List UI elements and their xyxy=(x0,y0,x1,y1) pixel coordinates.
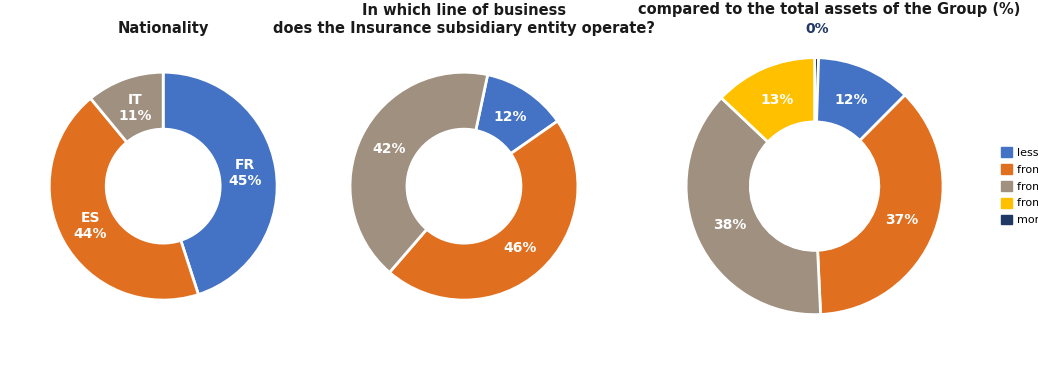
Text: 46%: 46% xyxy=(503,241,537,255)
Wedge shape xyxy=(817,58,905,141)
Text: ES
44%: ES 44% xyxy=(74,211,107,241)
Legend: less than 5%, from 5% to 15%, from 15% to 25%, from 25% to 50%, more than 50%: less than 5%, from 5% to 15%, from 15% t… xyxy=(996,143,1038,230)
Wedge shape xyxy=(90,72,163,142)
Wedge shape xyxy=(815,58,819,122)
Wedge shape xyxy=(721,58,815,142)
Circle shape xyxy=(750,122,879,250)
Circle shape xyxy=(407,129,521,243)
Text: 13%: 13% xyxy=(761,93,794,107)
Text: 12%: 12% xyxy=(493,110,526,124)
Text: 42%: 42% xyxy=(373,142,406,156)
Text: Total assets of Insurance subsidiaries
compared to the total assets of the Group: Total assets of Insurance subsidiaries c… xyxy=(638,0,1020,18)
Title: In which line of business
does the Insurance subsidiary entity operate?: In which line of business does the Insur… xyxy=(273,3,655,36)
Wedge shape xyxy=(475,75,557,154)
Text: 12%: 12% xyxy=(835,93,869,107)
Circle shape xyxy=(106,129,220,243)
Title: Nationality: Nationality xyxy=(117,20,209,36)
Text: 0%: 0% xyxy=(805,22,828,36)
Text: FR
45%: FR 45% xyxy=(228,158,263,188)
Wedge shape xyxy=(389,121,578,300)
Wedge shape xyxy=(818,95,944,315)
Wedge shape xyxy=(49,98,198,300)
Wedge shape xyxy=(163,72,277,295)
Wedge shape xyxy=(350,72,488,272)
Text: 38%: 38% xyxy=(713,218,746,232)
Text: IT
11%: IT 11% xyxy=(118,93,152,123)
Text: 37%: 37% xyxy=(885,213,919,227)
Wedge shape xyxy=(686,98,821,315)
